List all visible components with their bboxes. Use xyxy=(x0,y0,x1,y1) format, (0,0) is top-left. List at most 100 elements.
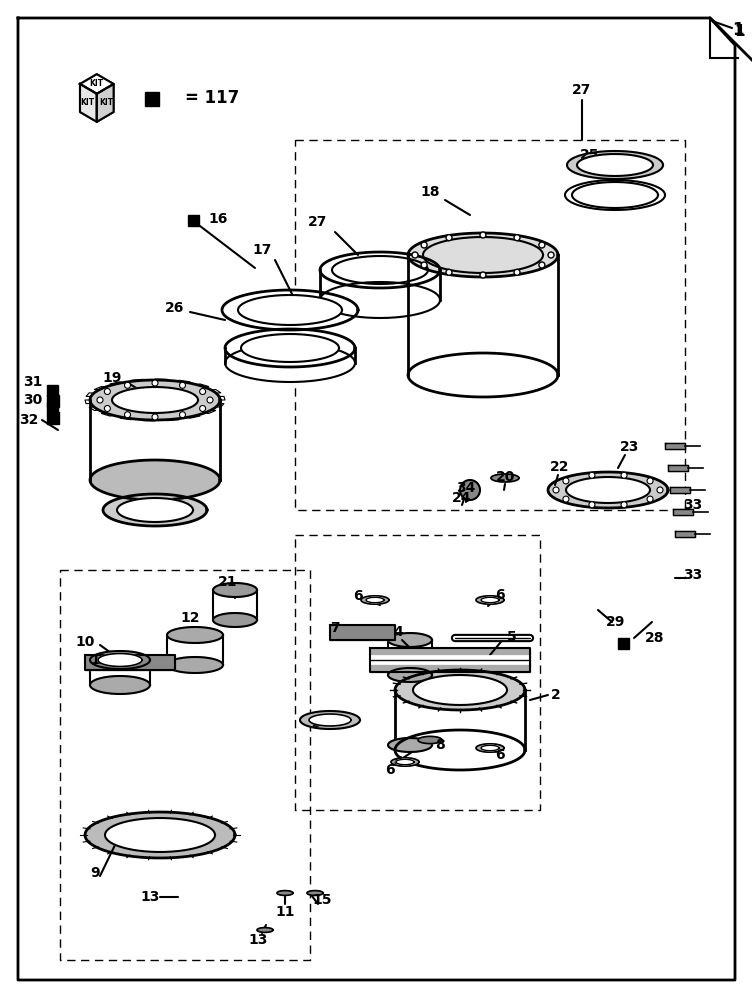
Text: 33: 33 xyxy=(684,498,702,512)
Polygon shape xyxy=(491,474,519,482)
Text: 9: 9 xyxy=(90,866,100,880)
Text: 24: 24 xyxy=(452,491,472,505)
Polygon shape xyxy=(213,583,257,597)
Polygon shape xyxy=(225,344,355,382)
Text: 33: 33 xyxy=(684,568,702,582)
Polygon shape xyxy=(391,758,419,766)
Circle shape xyxy=(446,235,452,241)
Text: 27: 27 xyxy=(308,215,328,229)
Bar xyxy=(618,638,629,649)
Text: 4: 4 xyxy=(393,755,403,769)
Text: 13: 13 xyxy=(248,933,268,947)
Polygon shape xyxy=(413,675,507,705)
Circle shape xyxy=(446,269,452,275)
Polygon shape xyxy=(665,443,685,449)
Polygon shape xyxy=(105,818,215,852)
Polygon shape xyxy=(668,465,687,471)
Polygon shape xyxy=(548,472,668,508)
Circle shape xyxy=(152,380,158,386)
Text: 29: 29 xyxy=(606,615,626,629)
Bar xyxy=(145,92,159,106)
Text: 6: 6 xyxy=(353,589,362,603)
Polygon shape xyxy=(90,380,220,420)
Polygon shape xyxy=(481,597,499,603)
Text: 20: 20 xyxy=(496,470,516,484)
Circle shape xyxy=(563,478,569,484)
Polygon shape xyxy=(277,891,293,895)
Polygon shape xyxy=(395,670,525,710)
Polygon shape xyxy=(112,387,198,413)
Circle shape xyxy=(514,269,520,275)
Polygon shape xyxy=(675,531,695,537)
Circle shape xyxy=(548,252,554,258)
Circle shape xyxy=(539,262,545,268)
Circle shape xyxy=(647,478,653,484)
Text: 13: 13 xyxy=(141,890,159,904)
Polygon shape xyxy=(90,651,150,669)
Polygon shape xyxy=(167,657,223,673)
Text: 11: 11 xyxy=(275,905,295,919)
Polygon shape xyxy=(90,460,220,500)
Text: 12: 12 xyxy=(180,611,200,625)
Circle shape xyxy=(621,502,627,508)
Polygon shape xyxy=(320,282,440,318)
Circle shape xyxy=(480,232,486,238)
Text: 4: 4 xyxy=(393,625,403,639)
Polygon shape xyxy=(476,744,504,752)
Polygon shape xyxy=(309,714,351,726)
Polygon shape xyxy=(388,633,432,647)
Text: KIT: KIT xyxy=(99,98,114,107)
Circle shape xyxy=(125,412,131,418)
Polygon shape xyxy=(80,84,97,122)
Text: 6: 6 xyxy=(495,748,505,762)
Circle shape xyxy=(125,382,131,388)
Bar xyxy=(47,402,58,413)
Polygon shape xyxy=(572,182,658,208)
Text: 27: 27 xyxy=(572,83,592,97)
Text: 30: 30 xyxy=(23,393,42,407)
Polygon shape xyxy=(481,745,499,751)
Text: 21: 21 xyxy=(218,575,238,589)
Circle shape xyxy=(621,472,627,478)
Polygon shape xyxy=(98,654,142,666)
Polygon shape xyxy=(330,625,395,640)
Circle shape xyxy=(97,397,103,403)
Polygon shape xyxy=(222,290,358,330)
Circle shape xyxy=(412,252,418,258)
Text: 18: 18 xyxy=(420,185,440,199)
Text: 25: 25 xyxy=(581,148,600,162)
Circle shape xyxy=(421,242,427,248)
Circle shape xyxy=(480,272,486,278)
Circle shape xyxy=(421,262,427,268)
Polygon shape xyxy=(408,255,558,375)
Text: = 117: = 117 xyxy=(185,89,239,107)
Polygon shape xyxy=(577,154,653,176)
Text: 19: 19 xyxy=(102,371,122,385)
Polygon shape xyxy=(300,711,360,729)
Polygon shape xyxy=(167,627,223,643)
Circle shape xyxy=(152,414,158,420)
Text: 10: 10 xyxy=(75,635,95,649)
Text: 6: 6 xyxy=(385,763,395,777)
Circle shape xyxy=(647,496,653,502)
Text: 16: 16 xyxy=(208,212,227,226)
Polygon shape xyxy=(565,180,665,210)
Polygon shape xyxy=(85,812,235,858)
Polygon shape xyxy=(225,329,355,367)
Polygon shape xyxy=(408,233,558,277)
Text: 6: 6 xyxy=(495,588,505,602)
Polygon shape xyxy=(672,509,693,515)
Polygon shape xyxy=(361,596,389,604)
Circle shape xyxy=(657,487,663,493)
Text: KIT: KIT xyxy=(89,79,104,88)
Text: 34: 34 xyxy=(456,481,476,495)
Polygon shape xyxy=(396,759,414,765)
Polygon shape xyxy=(85,655,175,670)
Circle shape xyxy=(514,235,520,241)
Circle shape xyxy=(589,472,595,478)
Text: 8: 8 xyxy=(435,738,445,752)
Circle shape xyxy=(180,412,186,418)
Polygon shape xyxy=(90,676,150,694)
Bar xyxy=(188,215,199,226)
Circle shape xyxy=(563,496,569,502)
